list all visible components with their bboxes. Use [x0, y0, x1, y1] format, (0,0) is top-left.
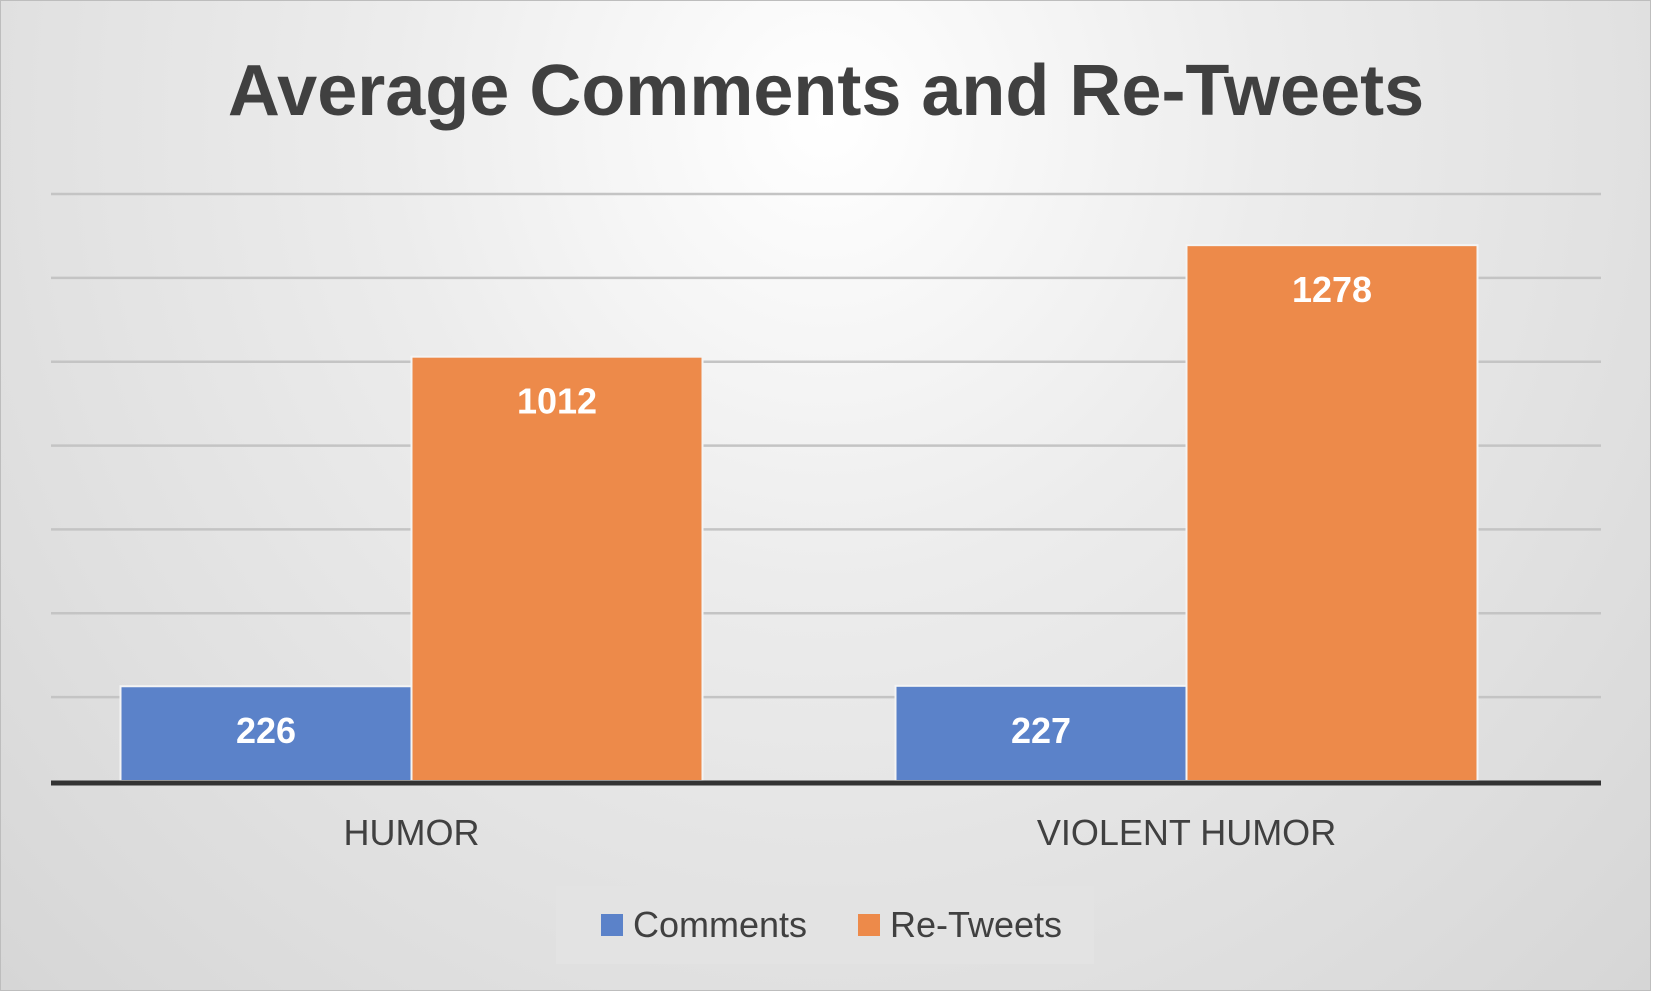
category-label: HUMOR	[344, 812, 480, 853]
data-label: 1012	[517, 381, 597, 422]
data-label: 1278	[1292, 269, 1372, 310]
legend-swatch-re-tweets	[858, 914, 880, 936]
category-label: VIOLENT HUMOR	[1037, 812, 1336, 853]
data-label: 227	[1011, 710, 1071, 751]
legend-item-comments: Comments	[601, 904, 807, 945]
gridlines	[51, 192, 1601, 699]
legend-box	[556, 886, 1094, 964]
legend-swatch-comments	[601, 914, 623, 936]
bar-re-tweets-violent-humor	[1185, 244, 1479, 783]
legend-item-re-tweets: Re-Tweets	[858, 904, 1062, 945]
legend-label-re-tweets: Re-Tweets	[890, 904, 1062, 945]
chart-title: Average Comments and Re-Tweets	[228, 51, 1424, 131]
legend: Comments Re-Tweets	[556, 886, 1094, 964]
bars	[119, 244, 1479, 783]
bar-comments-violent-humor	[894, 684, 1188, 782]
bar-re-tweets-humor	[410, 355, 704, 782]
data-label: 226	[236, 710, 296, 751]
legend-label-comments: Comments	[633, 904, 807, 945]
category-labels: HUMOR VIOLENT HUMOR	[344, 812, 1337, 853]
data-labels: 226 1012 227 1278	[236, 269, 1372, 751]
